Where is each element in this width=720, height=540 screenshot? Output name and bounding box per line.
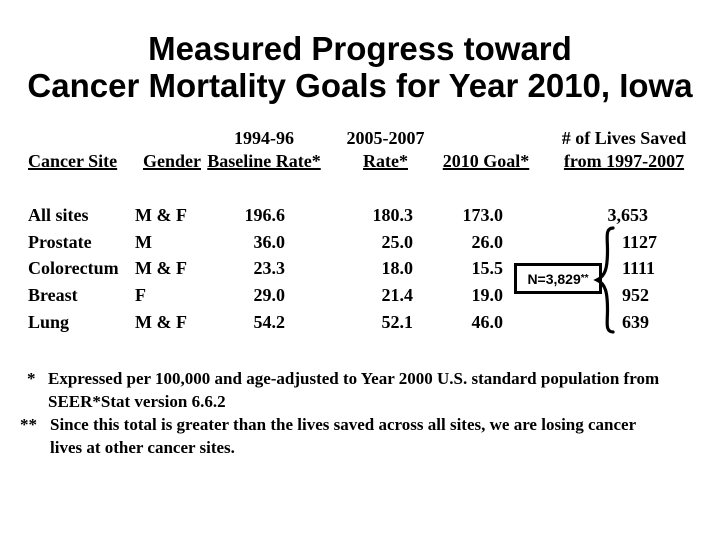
rate-cell: 25.0 — [381, 231, 414, 252]
gender-cell: F — [135, 285, 146, 306]
column-header-gender: Gender — [143, 151, 201, 171]
title-line-2: Cancer Mortality Goals for Year 2010, Io… — [27, 67, 693, 104]
column-2010-goal: 173.0 26.0 15.5 19.0 46.0 — [420, 202, 504, 335]
footnote-double-star-line2: lives at other cancer sites. — [50, 438, 235, 457]
cancer-site-cell: Lung — [28, 311, 70, 332]
footnote-star-line1: Expressed per 100,000 and age-adjusted t… — [48, 369, 660, 388]
gender-cell: M & F — [135, 311, 187, 332]
goal-cell: 46.0 — [471, 311, 504, 332]
column-lives-saved: 3,653 1127 1111 952 639 — [560, 202, 658, 335]
rate-period-label: 2005-2007 — [346, 128, 425, 148]
rate-cell: 18.0 — [381, 258, 414, 279]
footnote-star-marker: * — [27, 369, 36, 388]
gender-cell: M & F — [135, 205, 187, 225]
lives-saved-cell: 952 — [622, 285, 649, 306]
goal-cell: 173.0 — [462, 205, 504, 225]
footnote-star-line2: SEER*Stat version 6.6.2 — [48, 392, 226, 411]
column-header-cancer-site: Cancer Site — [28, 151, 118, 171]
baseline-rate-cell: 36.0 — [253, 231, 286, 252]
rate-label: Rate* — [363, 151, 408, 171]
baseline-rate-cell: 196.6 — [244, 205, 286, 225]
column-2005-2007-rate: 180.3 25.0 18.0 21.4 52.1 — [330, 202, 414, 335]
cancer-site-cell: Colorectum — [28, 258, 119, 279]
baseline-rate-label: Baseline Rate* — [207, 151, 321, 171]
footnote-double-star-marker: ** — [20, 415, 37, 434]
lives-saved-label-line1: # of Lives Saved — [561, 128, 687, 148]
lives-saved-cell: 1127 — [622, 231, 658, 252]
brace-icon — [592, 225, 616, 340]
column-header-2010-goal: 2010 Goal* — [442, 151, 530, 171]
gender-cell: M & F — [135, 258, 187, 279]
goal-cell: 26.0 — [471, 231, 504, 252]
footnote-double-star-line1: Since this total is greater than the liv… — [50, 415, 637, 434]
lives-saved-cell: 1111 — [622, 258, 656, 279]
total-lives-callout-box: N=3,829 ** — [514, 263, 602, 294]
column-header-lives-saved: # of Lives Saved from 1997-2007 — [545, 127, 703, 173]
cancer-site-cell: All sites — [28, 205, 89, 225]
rate-cell: 21.4 — [381, 285, 414, 306]
baseline-rate-cell: 29.0 — [253, 285, 286, 306]
column-header-baseline-rate: 1994-96 Baseline Rate* — [198, 127, 330, 173]
column-cancer-site: All sites Prostate Colorectum Breast Lun… — [28, 202, 138, 335]
title-line-1: Measured Progress toward — [148, 30, 572, 67]
column-baseline-rate: 196.6 36.0 23.3 29.0 54.2 — [200, 202, 286, 335]
lives-saved-cell: 639 — [622, 311, 649, 332]
column-gender: M & F M M & F F M & F — [135, 202, 205, 335]
total-lives-value: N=3,829 — [527, 270, 581, 287]
page-title: Measured Progress toward Cancer Mortalit… — [0, 30, 720, 104]
column-header-rate: 2005-2007 Rate* — [333, 127, 438, 173]
goal-cell: 15.5 — [471, 258, 504, 279]
baseline-rate-cell: 23.3 — [253, 258, 286, 279]
rate-cell: 52.1 — [381, 311, 414, 332]
cancer-site-cell: Breast — [28, 285, 78, 306]
lives-saved-label-line2: from 1997-2007 — [563, 151, 685, 171]
baseline-period-label: 1994-96 — [234, 128, 294, 148]
cancer-site-cell: Prostate — [28, 231, 92, 252]
goal-cell: 19.0 — [471, 285, 504, 306]
rate-cell: 180.3 — [372, 205, 414, 225]
lives-saved-cell: 3,653 — [607, 205, 649, 225]
gender-cell: M — [135, 231, 152, 252]
baseline-rate-cell: 54.2 — [253, 311, 286, 332]
